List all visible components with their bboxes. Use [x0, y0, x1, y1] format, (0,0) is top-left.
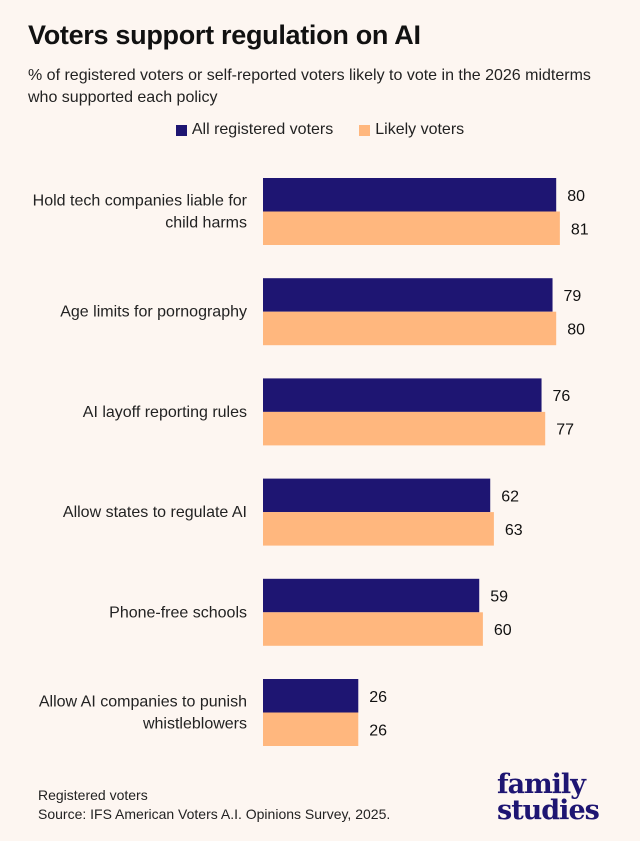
category-label: Allow states to regulate AI: [63, 504, 247, 521]
bar-registered: [263, 578, 480, 613]
family-studies-logo: family studies: [497, 769, 600, 826]
legend-label-likely: Likely voters: [375, 121, 465, 138]
bar-likely: [263, 712, 359, 746]
chart-title: Voters support regulation on AI: [28, 20, 421, 50]
legend-item-likely: Likely voters: [359, 121, 464, 139]
legend: All registered voters Likely voters: [0, 121, 640, 139]
logo-line1: family: [497, 769, 586, 800]
bar-likely: [263, 211, 560, 245]
category-label: Hold tech companies liable for: [33, 193, 248, 210]
bar-registered: [263, 679, 359, 713]
bar-registered: [263, 278, 553, 312]
bar-registered: [263, 378, 542, 412]
bar-likely: [263, 311, 557, 346]
category-label: Phone-free schools: [109, 604, 247, 621]
logo-line2: studies: [497, 795, 600, 826]
footer: Registered voters Source: IFS American V…: [38, 786, 390, 824]
data-label: 26: [369, 722, 387, 739]
category-label: whistleblowers: [142, 716, 247, 733]
data-label: 63: [505, 522, 523, 539]
category-label: Allow AI companies to punish: [39, 694, 247, 711]
source-note: Source: IFS American Voters A.I. Opinion…: [38, 806, 391, 822]
bar-registered: [263, 178, 557, 212]
legend-swatch-registered: [175, 124, 187, 136]
bar-likely: [263, 612, 483, 646]
data-label: 80: [567, 321, 585, 338]
data-label: 26: [369, 689, 387, 706]
data-label: 80: [567, 188, 585, 205]
data-label: 60: [494, 622, 512, 639]
category-label: child harms: [165, 215, 247, 232]
data-label: 76: [553, 388, 571, 405]
legend-swatch-likely: [359, 124, 371, 136]
legend-label-registered: All registered voters: [191, 121, 334, 138]
category-label: AI layoff reporting rules: [83, 404, 247, 421]
bar-likely: [263, 512, 494, 546]
data-label: 59: [490, 589, 508, 606]
data-label: 62: [501, 488, 519, 505]
footer-note: Registered voters: [38, 787, 148, 803]
chart-subtitle: % of registered voters or self-reported …: [28, 67, 591, 106]
data-label: 79: [564, 288, 582, 305]
category-label: Age limits for pornography: [60, 304, 247, 321]
data-label: 77: [556, 422, 574, 439]
legend-item-registered: All registered voters: [175, 121, 334, 139]
data-label: 81: [571, 221, 589, 238]
bar-registered: [263, 478, 491, 513]
bar-likely: [263, 411, 546, 446]
